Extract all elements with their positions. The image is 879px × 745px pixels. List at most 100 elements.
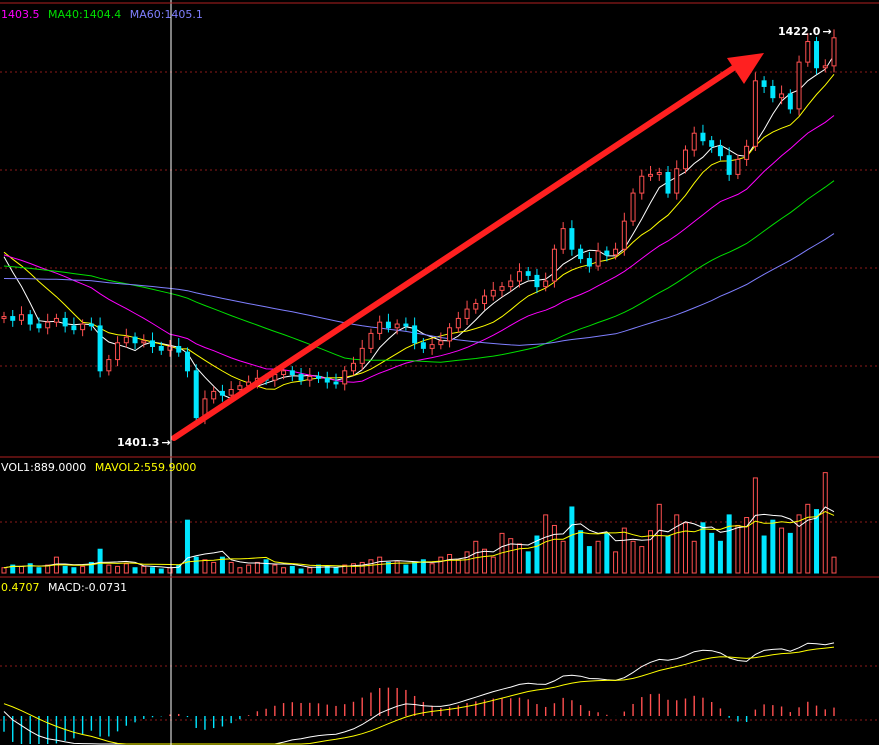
volume-bar[interactable]	[228, 561, 234, 574]
volume-bar[interactable]	[10, 564, 16, 574]
volume-bar[interactable]	[534, 535, 540, 574]
volume-bar[interactable]	[726, 514, 732, 574]
candle-up[interactable]	[53, 317, 59, 323]
candle-down[interactable]	[71, 325, 77, 331]
volume-bar[interactable]	[281, 567, 287, 574]
volume-bar[interactable]	[735, 524, 741, 574]
volume-bar[interactable]	[394, 560, 400, 574]
volume-bar[interactable]	[123, 563, 129, 574]
candle-down[interactable]	[761, 80, 767, 87]
volume-bar[interactable]	[569, 506, 575, 574]
candle-down[interactable]	[333, 381, 339, 385]
candle-up[interactable]	[744, 145, 750, 160]
volume-bar[interactable]	[350, 563, 356, 574]
volume-bar[interactable]	[289, 565, 295, 574]
candle-down[interactable]	[184, 351, 190, 372]
volume-bar[interactable]	[18, 565, 24, 574]
volume-bar[interactable]	[403, 564, 409, 574]
volume-bar[interactable]	[263, 559, 269, 574]
candle-down[interactable]	[97, 325, 103, 372]
candle-down[interactable]	[27, 314, 33, 325]
volume-bar[interactable]	[62, 565, 68, 574]
volume-bar[interactable]	[202, 559, 208, 574]
candle-up[interactable]	[490, 289, 496, 297]
candle-down[interactable]	[420, 342, 426, 349]
volume-bar[interactable]	[613, 551, 619, 574]
candle-up[interactable]	[482, 295, 488, 304]
candle-down[interactable]	[770, 85, 776, 99]
candle-down[interactable]	[62, 317, 68, 327]
volume-bar[interactable]	[97, 548, 103, 574]
candle-up[interactable]	[18, 314, 24, 321]
candle-up[interactable]	[682, 149, 688, 170]
candle-down[interactable]	[176, 345, 182, 353]
volume-bar[interactable]	[586, 546, 592, 574]
volume-bar[interactable]	[298, 568, 304, 574]
volume-bar[interactable]	[36, 567, 42, 574]
volume-bar[interactable]	[141, 565, 147, 574]
volume-bar[interactable]	[342, 564, 348, 574]
candle-up[interactable]	[796, 61, 802, 110]
candle-up[interactable]	[342, 370, 348, 385]
candle-down[interactable]	[665, 172, 671, 194]
volume-bar[interactable]	[333, 567, 339, 574]
volume-bar[interactable]	[482, 548, 488, 574]
volume-bar[interactable]	[796, 514, 802, 574]
volume-bar[interactable]	[307, 567, 313, 574]
volume-bar[interactable]	[254, 561, 260, 574]
candle-down[interactable]	[709, 140, 715, 147]
candle-down[interactable]	[289, 370, 295, 376]
candle-down[interactable]	[604, 250, 610, 256]
candle-down[interactable]	[219, 390, 225, 396]
candle-up[interactable]	[368, 332, 374, 349]
volume-bar[interactable]	[648, 530, 654, 574]
volume-bar[interactable]	[150, 567, 156, 574]
candle-down[interactable]	[569, 228, 575, 250]
volume-bar[interactable]	[359, 561, 365, 574]
candle-up[interactable]	[691, 132, 697, 151]
candle-down[interactable]	[814, 41, 820, 69]
candle-up[interactable]	[115, 342, 121, 361]
volume-bar[interactable]	[27, 563, 33, 574]
candle-up[interactable]	[613, 248, 619, 256]
candle-up[interactable]	[543, 280, 549, 288]
volume-bar[interactable]	[604, 532, 610, 574]
volume-bar[interactable]	[45, 564, 51, 574]
volume-bar[interactable]	[455, 559, 461, 574]
candle-down[interactable]	[586, 258, 592, 267]
candle-up[interactable]	[805, 41, 811, 63]
volume-bar[interactable]	[385, 561, 391, 574]
candle-up[interactable]	[281, 370, 287, 376]
candle-down[interactable]	[150, 340, 156, 347]
candle-down[interactable]	[88, 323, 94, 327]
volume-bar[interactable]	[717, 540, 723, 574]
volume-bars[interactable]	[1, 472, 837, 574]
volume-bar[interactable]	[525, 551, 531, 574]
candle-up[interactable]	[359, 347, 365, 364]
volume-bar[interactable]	[752, 477, 758, 574]
candle-up[interactable]	[377, 321, 383, 334]
volume-bar[interactable]	[560, 540, 566, 574]
volume-bar[interactable]	[700, 522, 706, 574]
candle-down[interactable]	[36, 323, 42, 329]
candle-up[interactable]	[1, 316, 7, 319]
volume-bar[interactable]	[490, 556, 496, 574]
candle-up[interactable]	[438, 340, 444, 346]
volume-bar[interactable]	[551, 524, 557, 574]
candle-down[interactable]	[534, 274, 540, 288]
volume-bar[interactable]	[71, 567, 77, 574]
candle-down[interactable]	[298, 374, 304, 381]
volume-bar[interactable]	[211, 561, 217, 574]
volume-bar[interactable]	[324, 565, 330, 574]
volume-bar[interactable]	[1, 567, 7, 574]
volume-bar[interactable]	[761, 535, 767, 574]
candle-up[interactable]	[167, 345, 173, 351]
volume-bar[interactable]	[88, 561, 94, 574]
volume-bar[interactable]	[377, 556, 383, 574]
volume-bar[interactable]	[691, 540, 697, 574]
candle-up[interactable]	[455, 317, 461, 329]
candle-up[interactable]	[45, 321, 51, 329]
volume-bar[interactable]	[316, 564, 322, 574]
candle-down[interactable]	[787, 93, 793, 110]
